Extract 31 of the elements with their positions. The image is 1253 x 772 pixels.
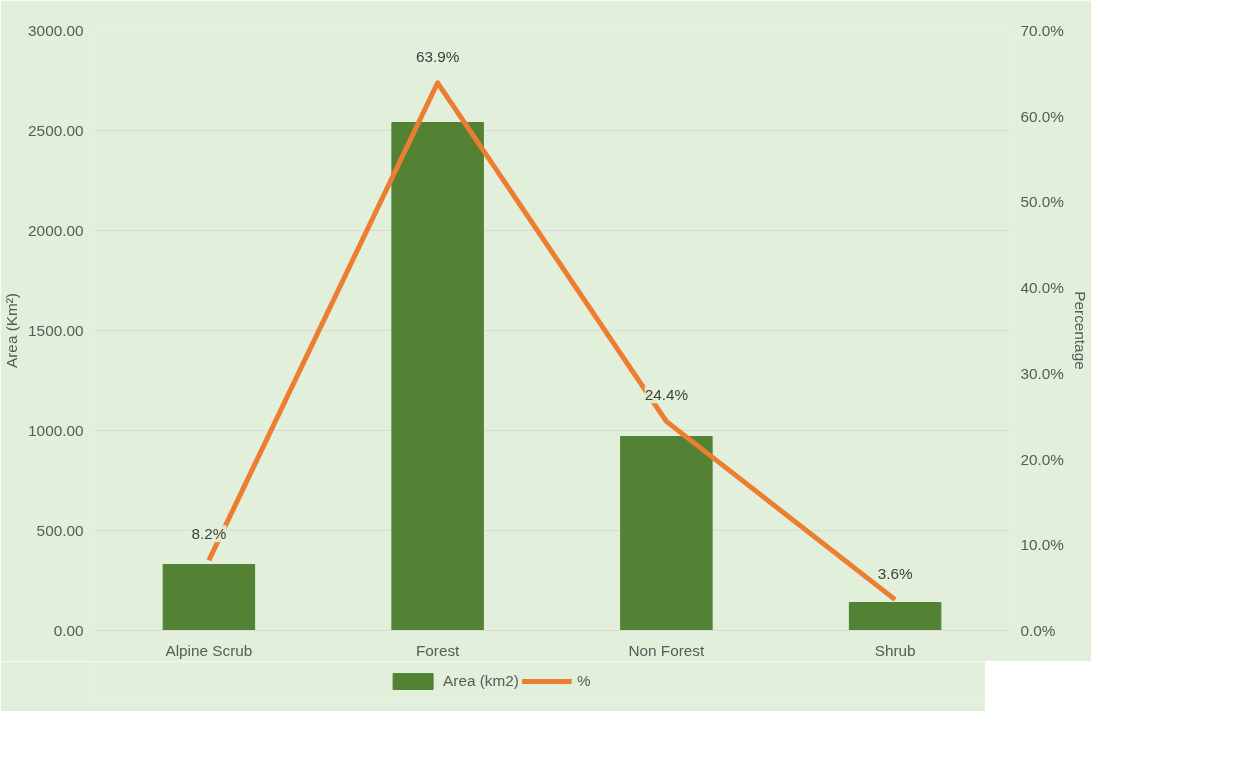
y-tick-label: 3000.00: [28, 21, 84, 39]
y2-tick-label: 60.0%: [1020, 107, 1065, 125]
y2-tick-label: 70.0%: [1020, 22, 1065, 39]
y-tick-label: 0.00: [53, 621, 84, 639]
data-label: 8.2%: [191, 525, 227, 543]
y-axis-title: Area (Km²): [3, 293, 21, 368]
y2-tick-label: 0.0%: [1020, 622, 1056, 639]
data-label: 63.9%: [415, 47, 460, 65]
x-tick-label: Alpine Scrub: [165, 641, 253, 659]
x-tick-label: Forest: [415, 641, 461, 659]
y2-tick-label: 20.0%: [1020, 450, 1065, 468]
bar: [391, 122, 484, 631]
x-tick-label: Non Forest: [628, 641, 706, 659]
bar: [162, 564, 256, 631]
x-tick-label: Shrub: [874, 641, 916, 659]
legend-label: Area (km2): [443, 672, 519, 690]
y2-tick-label: 30.0%: [1020, 364, 1065, 382]
y-tick-label: 2000.00: [28, 221, 84, 239]
data-label: 24.4%: [644, 386, 689, 404]
y2-tick-label: 50.0%: [1020, 193, 1065, 211]
data-label: 3.6%: [877, 564, 913, 582]
y-tick-label: 2500.00: [28, 121, 84, 139]
bar: [620, 436, 713, 631]
y2-axis-title: Percentage: [1071, 291, 1089, 370]
y-tick-label: 1500.00: [28, 321, 84, 339]
y-tick-label: 500.00: [36, 521, 84, 539]
bar: [848, 602, 942, 631]
legend-label: %: [576, 672, 592, 690]
y2-tick-label: 40.0%: [1020, 279, 1065, 297]
y2-tick-label: 10.0%: [1020, 536, 1065, 554]
y-tick-label: 1000.00: [28, 421, 84, 439]
